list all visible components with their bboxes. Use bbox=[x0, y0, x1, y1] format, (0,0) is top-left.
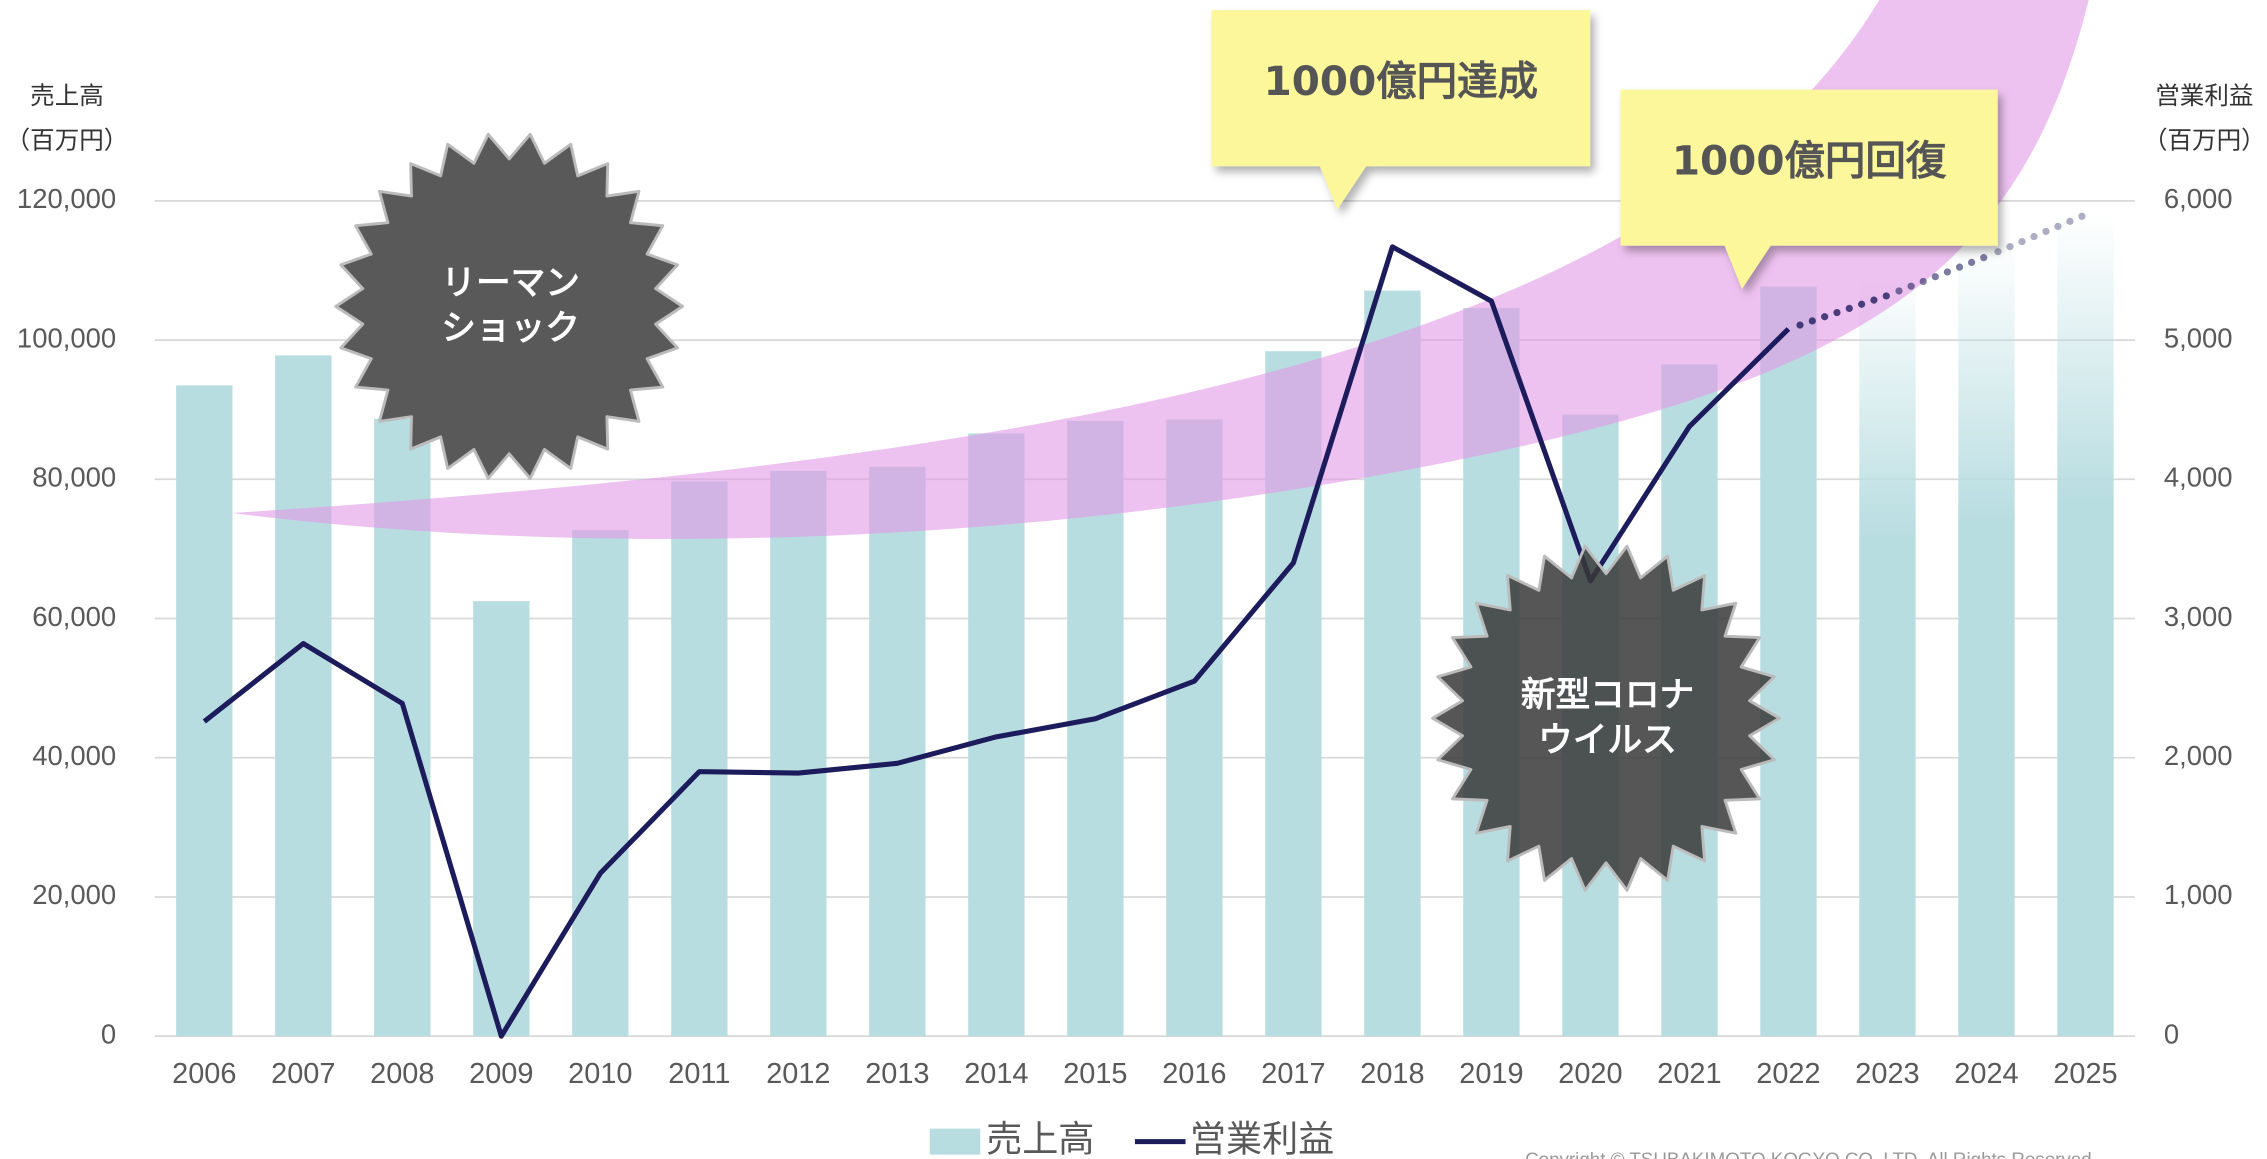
starburst bbox=[334, 132, 685, 480]
x-tick-label: 2013 bbox=[865, 1058, 929, 1090]
callout bbox=[1211, 10, 1591, 210]
x-tick-label: 2017 bbox=[1261, 1058, 1325, 1090]
copyright: Copyright © TSUBAKIMOTO KOGYO CO.,LTD. A… bbox=[1525, 1148, 2097, 1159]
y-tick-label: 40,000 bbox=[32, 740, 116, 771]
bar bbox=[572, 530, 629, 1037]
x-tick-label: 2024 bbox=[1954, 1058, 2018, 1090]
y-tick-label: 20,000 bbox=[32, 879, 116, 910]
forecast-segment bbox=[1994, 211, 2090, 256]
y-tick-label: 80,000 bbox=[32, 462, 116, 493]
y2-axis-title: 営業利益 bbox=[2155, 81, 2253, 110]
x-tick-label: 2018 bbox=[1360, 1058, 1424, 1090]
bar bbox=[1760, 286, 1817, 1037]
x-tick-label: 2016 bbox=[1162, 1058, 1226, 1090]
annotation: 新型コロナ bbox=[1521, 676, 1694, 716]
bar bbox=[473, 601, 530, 1037]
x-tick-label: 2006 bbox=[172, 1058, 236, 1090]
x-tick-label: 2020 bbox=[1558, 1058, 1622, 1090]
bar bbox=[770, 470, 827, 1037]
bar bbox=[2057, 214, 2114, 1037]
y-axis-unit: （百万円） bbox=[6, 126, 129, 155]
annotation: リーマン bbox=[441, 264, 580, 304]
bar bbox=[1067, 420, 1124, 1037]
callout-text: 1000億円回復 bbox=[1672, 136, 1947, 184]
x-tick-label: 2009 bbox=[469, 1058, 533, 1090]
y-axis-title: 売上高 bbox=[30, 81, 104, 110]
y-tick-label: 120,000 bbox=[17, 183, 116, 214]
forecast-segment bbox=[1895, 252, 1991, 295]
y-tick-label: 100,000 bbox=[17, 322, 116, 353]
y2-axis-unit: （百万円） bbox=[2143, 126, 2266, 155]
annotation: ショック bbox=[441, 308, 580, 348]
starburst bbox=[1431, 544, 1781, 892]
x-tick-label: 2014 bbox=[964, 1058, 1028, 1090]
x-tick-label: 2010 bbox=[568, 1058, 632, 1090]
y2-tick-label: 0 bbox=[2164, 1018, 2179, 1049]
x-tick-label: 2015 bbox=[1063, 1058, 1127, 1090]
y2-tick-label: 3,000 bbox=[2164, 601, 2233, 632]
bar bbox=[275, 355, 332, 1037]
legend-label: 営業利益 bbox=[1190, 1118, 1334, 1159]
legend-label: 売上高 bbox=[986, 1118, 1094, 1159]
x-tick-label: 2021 bbox=[1657, 1058, 1721, 1090]
annotation: ウイルス bbox=[1538, 720, 1677, 760]
bar bbox=[1166, 419, 1223, 1037]
x-tick-label: 2007 bbox=[271, 1058, 335, 1090]
bar bbox=[1859, 270, 1916, 1037]
callout-text: 1000億円達成 bbox=[1264, 57, 1538, 105]
bar bbox=[671, 481, 728, 1037]
callout bbox=[1620, 89, 1998, 290]
bar bbox=[1958, 242, 2015, 1037]
bar bbox=[869, 466, 926, 1037]
x-tick-label: 2022 bbox=[1756, 1058, 1820, 1090]
y2-tick-label: 5,000 bbox=[2164, 322, 2233, 353]
y2-tick-label: 6,000 bbox=[2164, 183, 2233, 214]
x-tick-label: 2011 bbox=[668, 1058, 730, 1090]
growth-arrow bbox=[231, 0, 2089, 539]
y2-tick-label: 2,000 bbox=[2164, 740, 2233, 771]
y-tick-label: 0 bbox=[101, 1018, 116, 1049]
forecast-segment bbox=[1796, 291, 1892, 329]
x-tick-label: 2012 bbox=[766, 1058, 830, 1090]
x-tick-label: 2025 bbox=[2053, 1058, 2117, 1090]
legend-swatch bbox=[929, 1128, 981, 1155]
profit-line bbox=[202, 244, 1791, 1039]
bar bbox=[176, 385, 233, 1037]
x-tick-label: 2023 bbox=[1855, 1058, 1919, 1090]
forecast-line bbox=[1796, 211, 2090, 329]
x-tick-label: 2019 bbox=[1459, 1058, 1523, 1090]
x-tick-label: 2008 bbox=[370, 1058, 434, 1090]
y-tick-label: 60,000 bbox=[32, 601, 116, 632]
y2-tick-label: 1,000 bbox=[2164, 879, 2233, 910]
y2-tick-label: 4,000 bbox=[2164, 462, 2233, 493]
